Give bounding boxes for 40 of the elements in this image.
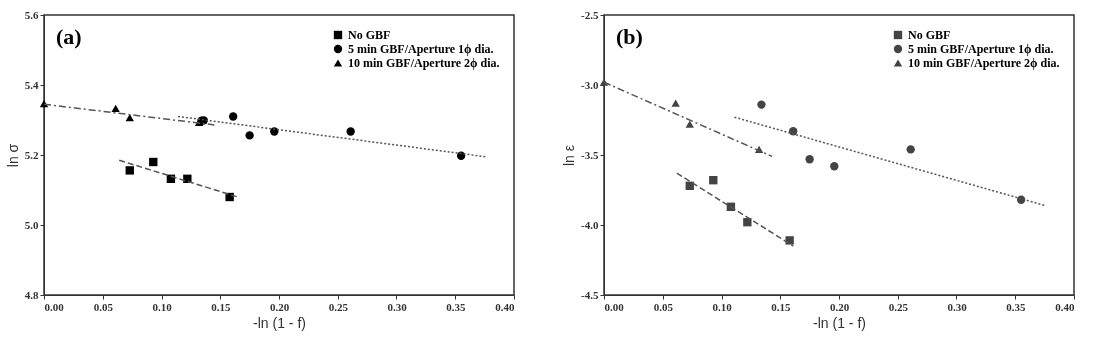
- y-axis-title: ln ε: [561, 144, 578, 167]
- x-tick-label: 0.20: [269, 300, 290, 313]
- x-tick-label: 0.15: [771, 300, 791, 313]
- x-tick-label: 0.40: [1055, 300, 1075, 313]
- x-tick-label: 0.10: [152, 300, 173, 313]
- x-axis-title: -ln (1 - f): [813, 314, 866, 331]
- legend-label: 5 min GBF/Aperture 1ϕ dia.: [348, 42, 494, 56]
- y-tick-label: 5.4: [24, 78, 39, 91]
- legend-label: 10 min GBF/Aperture 2ϕ dia.: [348, 56, 500, 70]
- x-axis-title: -ln (1 - f): [253, 314, 306, 331]
- x-tick-label: 0.25: [888, 300, 909, 313]
- y-axis-title: ln σ: [4, 143, 21, 168]
- y-tick-label: 5.0: [24, 218, 39, 231]
- x-tick-label: 0.05: [653, 300, 674, 313]
- legend-label: 5 min GBF/Aperture 1ϕ dia.: [908, 42, 1054, 56]
- y-tick-label: -4.0: [581, 218, 599, 231]
- annotation: (b): [616, 24, 643, 49]
- x-tick-label: 0.35: [1006, 300, 1026, 313]
- y-tick-label: -4.5: [581, 288, 599, 301]
- x-tick-label: 0.15: [211, 300, 231, 313]
- y-tick-label: 5.6: [24, 8, 39, 21]
- x-tick-label: 0.00: [44, 300, 65, 313]
- x-tick-label: 0.05: [93, 300, 114, 313]
- legend-label: 10 min GBF/Aperture 2ϕ dia.: [908, 56, 1060, 70]
- legend-label: No GBF: [348, 28, 391, 42]
- legend-label: No GBF: [908, 28, 951, 42]
- y-tick-label: 5.2: [24, 148, 39, 161]
- x-tick-label: 0.35: [446, 300, 466, 313]
- x-tick-label: 0.30: [947, 300, 968, 313]
- x-tick-label: 0.10: [712, 300, 733, 313]
- y-tick-label: -2.5: [581, 8, 599, 21]
- x-tick-label: 0.00: [604, 300, 625, 313]
- y-tick-label: 4.8: [24, 288, 39, 301]
- y-tick-label: -3.0: [581, 78, 599, 91]
- x-tick-label: 0.20: [829, 300, 850, 313]
- x-tick-label: 0.40: [495, 300, 515, 313]
- annotation: (a): [56, 24, 82, 49]
- x-tick-label: 0.25: [328, 300, 349, 313]
- x-tick-label: 0.30: [387, 300, 408, 313]
- y-tick-label: -3.5: [581, 148, 599, 161]
